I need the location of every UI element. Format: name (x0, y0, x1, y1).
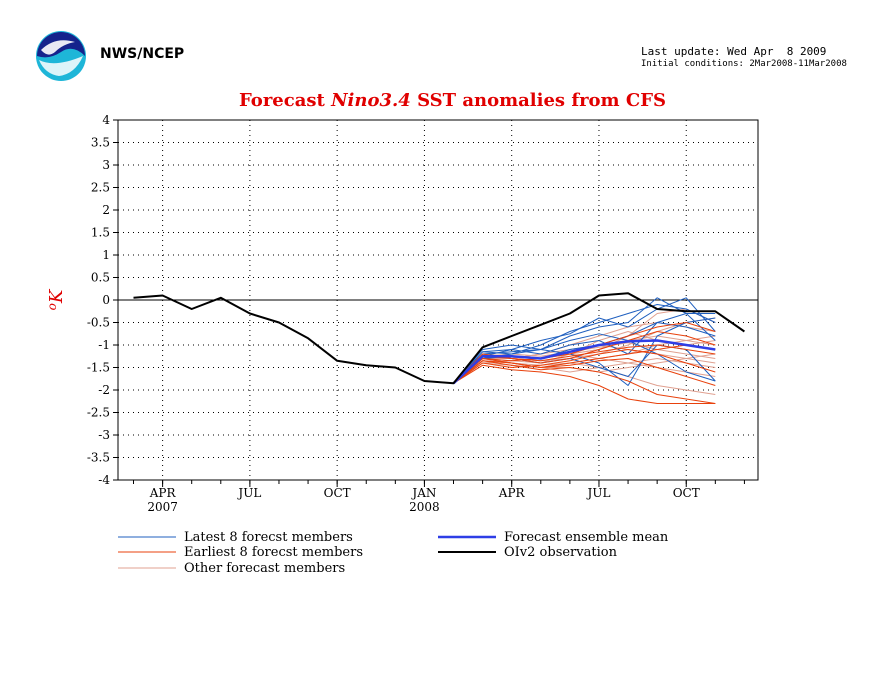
y-tick-label: 1 (102, 248, 110, 262)
noaa-logo-graphic (36, 31, 86, 81)
y-tick-label: -0.5 (87, 316, 110, 330)
earliest-series-line (453, 364, 716, 404)
y-tick-label: 2.5 (91, 181, 110, 195)
y-tick-label: -2 (98, 383, 110, 397)
y-tick-label: 1.5 (91, 226, 110, 240)
y-axis: 4 3.5 3 2.5 2 1.5 1 0.5 0 -0.5 -1 -1.5 -2 -2.5 -3 -3.5 -… (87, 113, 118, 487)
latest-series-line (453, 313, 716, 384)
legend-label: Forecast ensemble mean (504, 530, 669, 545)
y-tick-label: 3.5 (91, 136, 110, 150)
y-tick-label: -1.5 (87, 361, 110, 375)
x-tick-label: APR (149, 486, 177, 500)
x-tick-label: OCT (324, 486, 351, 500)
x-tick-year: 2007 (147, 500, 178, 514)
mean-series-line (452, 339, 716, 385)
legend-label: Earliest 8 forecst members (184, 545, 363, 560)
x-tick-label: JUL (586, 486, 611, 500)
earliest-series-line (453, 358, 716, 386)
x-tick-label: JAN (410, 486, 436, 500)
latest-series-line (453, 297, 716, 384)
y-tick-label: -3 (98, 428, 110, 442)
chart-title-prefix: Forecast (239, 90, 332, 111)
last-update-label: Last update: Wed Apr 8 2009 (641, 45, 827, 58)
y-tick-label: 0.5 (91, 271, 110, 285)
noaa-logo-icon (35, 30, 87, 82)
legend-label: OIv2 observation (504, 545, 618, 560)
y-tick-label: 0 (102, 293, 110, 307)
chart-title-suffix: SST anomalies from CFS (410, 90, 666, 111)
legend-label: Other forecast members (184, 561, 345, 576)
y-tick-label: 3 (102, 158, 110, 172)
legend-label: Latest 8 forecst members (184, 530, 353, 545)
series-layer (133, 292, 745, 404)
grid-layer (118, 120, 758, 480)
x-tick-year: 2008 (409, 500, 440, 514)
org-label: NWS/NCEP (100, 46, 185, 62)
initial-conditions-label: Initial conditions: 2Mar2008-11Mar2008 (641, 59, 847, 69)
x-tick-label: OCT (673, 486, 700, 500)
earliest-series-line (453, 349, 716, 384)
chart-title-italic: Nino3.4 (331, 90, 411, 111)
latest-series-line (453, 317, 716, 386)
y-tick-label: -2.5 (87, 406, 110, 420)
chart-title: Forecast Nino3.4 SST anomalies from CFS (0, 90, 880, 111)
y-tick-label: 4 (102, 113, 110, 127)
y-tick-label: -4 (98, 473, 110, 487)
y-axis-label-unit: K (46, 288, 67, 304)
x-tick-label: JUL (236, 486, 261, 500)
y-tick-label: -1 (98, 338, 110, 352)
observation-series-line (133, 292, 745, 385)
x-tick-label: APR (498, 486, 526, 500)
y-axis-label-degree: o (45, 303, 59, 310)
y-tick-label: -3.5 (87, 451, 110, 465)
y-axis-label: oK (45, 288, 67, 310)
earliest-series-line (453, 360, 716, 404)
y-tick-label: 2 (102, 203, 110, 217)
